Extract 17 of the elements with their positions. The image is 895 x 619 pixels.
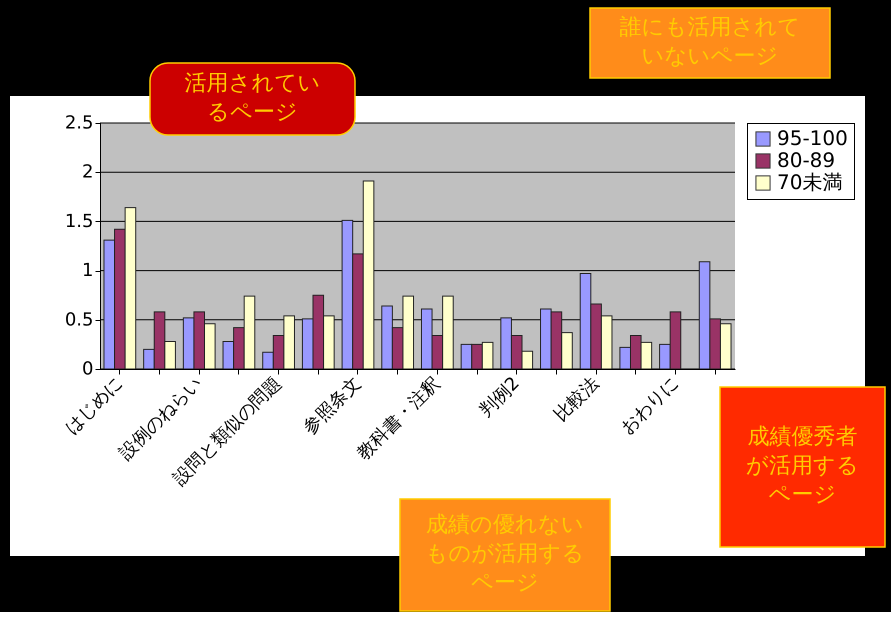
y-tick-label: 2.5 xyxy=(64,112,94,134)
legend-label: 95-100 xyxy=(777,126,848,150)
text: 成績優秀者が活用するページ xyxy=(746,424,859,508)
text: 成績の優れないものが活用するページ xyxy=(426,512,584,596)
annotation: 活用されているページ xyxy=(184,71,320,125)
x-tick-label: 参照条文 xyxy=(299,372,366,438)
y-tick-label: 1 xyxy=(82,260,94,282)
legend-label: 70未満 xyxy=(777,170,842,194)
x-tick-label: おわりに xyxy=(616,372,683,438)
y-tick-label: 0.5 xyxy=(64,309,94,330)
text: 誰にも活用されていないページ xyxy=(620,15,800,69)
x-tick-label: 判例2 xyxy=(475,372,524,422)
y-tick-label: 1.5 xyxy=(64,210,94,232)
x-tick-label: 比較法 xyxy=(550,372,604,426)
y-tick-label: 0 xyxy=(82,358,94,380)
y-tick-label: 2 xyxy=(82,162,94,183)
legend-label: 80-89 xyxy=(777,148,836,172)
